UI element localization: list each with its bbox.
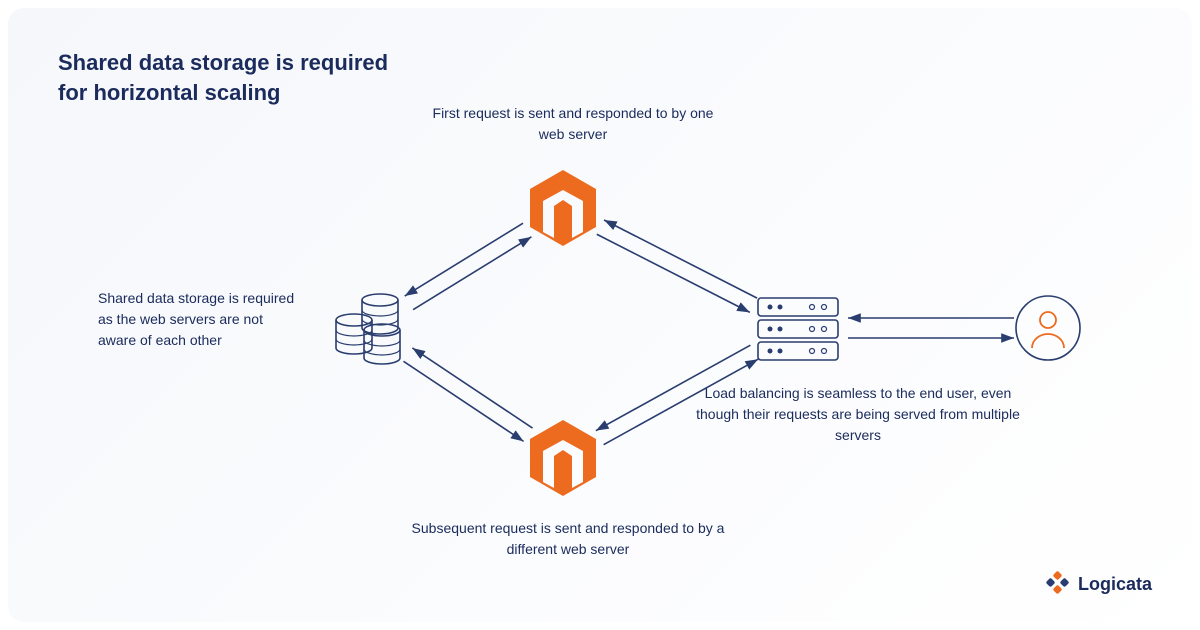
lb-node (758, 298, 838, 360)
storage-node (336, 294, 400, 364)
top-server-label: First request is sent and responded to b… (428, 103, 718, 145)
lb-label: Load balancing is seamless to the end us… (688, 383, 1028, 446)
brand-logo: Logicata (1044, 570, 1152, 598)
diagram-canvas: Shared data storage is required as the w… (8, 8, 1192, 622)
server_bottom-node (530, 420, 596, 496)
logicata-icon (1044, 570, 1072, 598)
user-node (1016, 296, 1080, 360)
brand-name: Logicata (1078, 574, 1152, 595)
diagram-card: Shared data storage is required for hori… (8, 8, 1192, 622)
storage-label: Shared data storage is required as the w… (98, 288, 298, 351)
bottom-server-label: Subsequent request is sent and responded… (388, 518, 748, 560)
server_top-node (530, 170, 596, 246)
